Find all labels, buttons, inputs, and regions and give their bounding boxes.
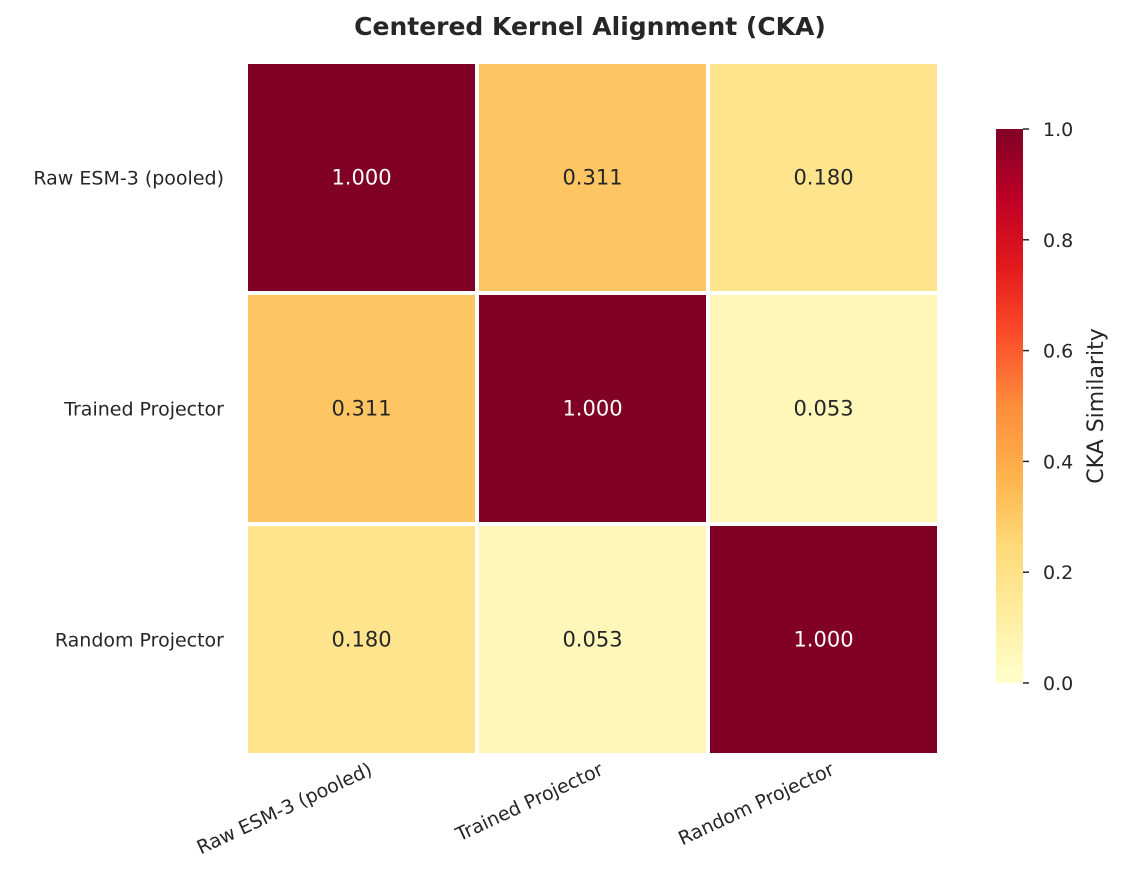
heatmap-cell-r1-c1: [479, 295, 706, 522]
heatmap-cells: 1.000 0.311 0.180 0.311 1.000 0.053 0.180 0.053…: [248, 64, 937, 753]
heatmap-cell-r0-c0: [248, 64, 475, 291]
heatmap-cell-r0-c2: [710, 64, 937, 291]
col-label-raw-esm-3-pooled: Raw ESM-3 (pooled): [194, 759, 376, 860]
cell-value-label-r1-c0: 0.311: [331, 397, 391, 421]
colorbar-tick-label: 0.2: [1043, 562, 1073, 584]
colorbar-tick-label: 0.8: [1043, 230, 1073, 252]
colorbar-label: CKA Similarity: [1084, 328, 1109, 483]
heatmap-cell-r2-c2: [710, 526, 937, 753]
heatmap-cell-r2-c0: [248, 526, 475, 753]
heatmap-cell-r1-c2: [710, 295, 937, 522]
cell-value-label-r0-c0: 1.000: [331, 166, 391, 190]
row-tick-labels: Raw ESM-3 (pooled) Trained Projector Rando…: [33, 168, 224, 652]
colorbar-ticks: 0.0 0.2 0.4 0.6 0.8 1.0: [1023, 119, 1073, 695]
col-tick-labels: Raw ESM-3 (pooled) Trained Projector Rando…: [194, 759, 838, 860]
cell-value-label-r0-c1: 0.311: [562, 166, 622, 190]
colorbar-tick-label: 0.6: [1043, 341, 1073, 363]
cell-value-label-r1-c2: 0.053: [793, 397, 853, 421]
row-label-trained-projector: Trained Projector: [63, 399, 224, 421]
chart-title: Centered Kernel Alignment (CKA): [354, 12, 826, 41]
row-label-random-projector: Random Projector: [55, 630, 224, 652]
colorbar: 0.0 0.2 0.4 0.6 0.8 1.0 CKA Similarity: [996, 119, 1109, 695]
colorbar-tick-label: 0.0: [1043, 673, 1073, 695]
cell-value-label-r2-c2: 1.000: [793, 628, 853, 652]
heatmap-cell-r2-c1: [479, 526, 706, 753]
cell-value-label-r2-c0: 0.180: [331, 628, 391, 652]
cell-value-label-r1-c1: 1.000: [562, 397, 622, 421]
col-label-trained-projector: Trained Projector: [452, 759, 607, 847]
colorbar-gradient: [996, 129, 1023, 683]
col-label-random-projector: Random Projector: [675, 759, 838, 851]
row-label-raw-esm-3-pooled: Raw ESM-3 (pooled): [33, 168, 224, 190]
colorbar-tick-label: 0.4: [1043, 451, 1073, 473]
cell-value-label-r0-c2: 0.180: [793, 166, 853, 190]
colorbar-tick-label: 1.0: [1043, 119, 1073, 141]
cell-value-label-r2-c1: 0.053: [562, 628, 622, 652]
heatmap-cell-r1-c0: [248, 295, 475, 522]
heatmap-cell-r0-c1: [479, 64, 706, 291]
